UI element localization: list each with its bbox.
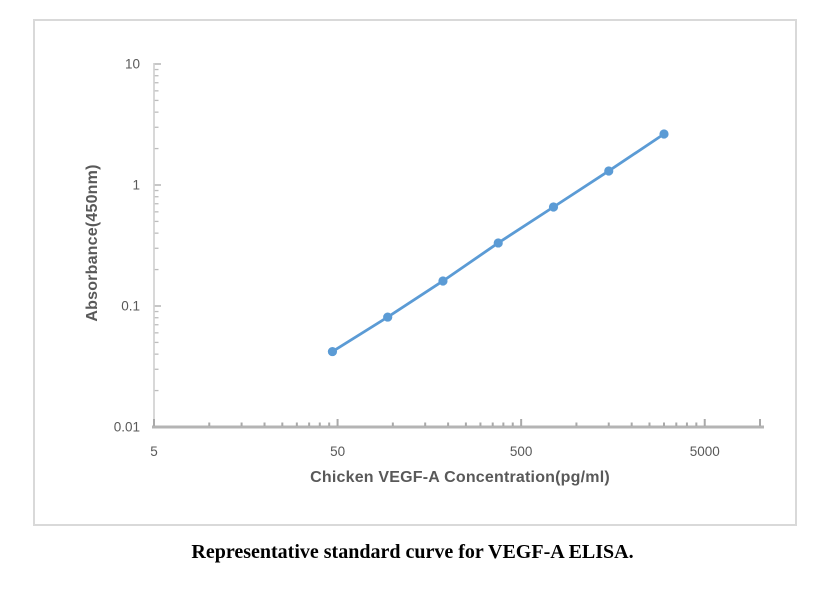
data-point <box>493 238 503 248</box>
data-point <box>438 276 448 286</box>
y-tick-label: 0.1 <box>121 299 140 314</box>
chart-frame: 0.01 0.1 1 10 5 50 500 5000 Absorbance(450nm) C… <box>33 19 797 526</box>
y-axis-title: Absorbance(450nm) <box>84 164 101 322</box>
y-tick-label: 0.01 <box>114 420 140 435</box>
x-tick-label: 500 <box>510 444 533 459</box>
standard-curve-plot: 0.01 0.1 1 10 5 50 500 5000 <box>114 57 764 459</box>
x-axis-title: Chicken VEGF-A Concentration(pg/ml) <box>310 469 610 486</box>
data-point <box>327 346 338 357</box>
x-tick-label: 5 <box>150 444 158 459</box>
data-point <box>383 312 393 322</box>
data-point <box>604 166 614 176</box>
data-point <box>548 202 559 212</box>
x-tick-label: 50 <box>330 444 345 459</box>
y-tick-label: 1 <box>132 178 140 193</box>
x-tick-label: 5000 <box>690 444 720 459</box>
figure-caption: Representative standard curve for VEGF-A… <box>191 541 634 563</box>
y-tick-label: 10 <box>125 57 140 72</box>
data-point <box>659 129 669 139</box>
